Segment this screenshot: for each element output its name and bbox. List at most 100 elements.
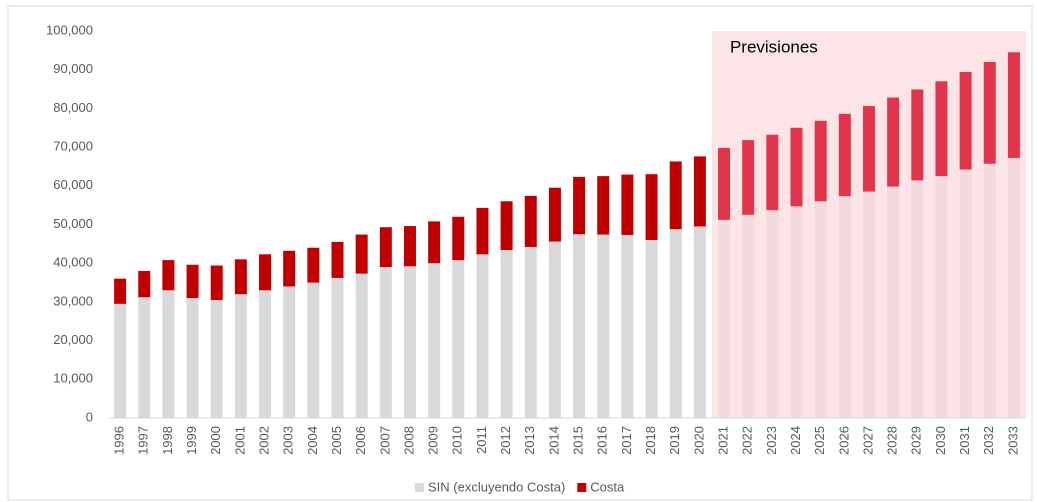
x-tick-label: 1998 — [160, 426, 175, 455]
x-tick-label: 2025 — [812, 426, 827, 455]
bar-segment — [331, 277, 344, 418]
bar-segment — [645, 174, 658, 240]
bar-segment — [379, 227, 392, 268]
y-tick-label: 60,000 — [53, 177, 93, 192]
x-tick-label: 2015 — [571, 426, 586, 455]
bar-segment — [355, 234, 368, 274]
x-tick-label: 2005 — [329, 426, 344, 455]
x-tick-label: 2028 — [885, 426, 900, 455]
bar-segment — [452, 260, 465, 418]
bar-segment — [476, 254, 489, 418]
bar-segment — [428, 263, 441, 418]
bar-segment — [597, 176, 610, 235]
x-tick-label: 2024 — [788, 426, 803, 455]
bar-segment — [331, 241, 344, 278]
bar-segment — [138, 270, 151, 298]
y-tick-label: 10,000 — [53, 371, 93, 386]
bar-segment — [162, 260, 175, 291]
y-tick-label: 70,000 — [53, 139, 93, 154]
bar-segment — [186, 298, 199, 418]
bar-segment — [935, 81, 948, 177]
y-tick-label: 40,000 — [53, 255, 93, 270]
bar-segment — [210, 265, 223, 300]
x-tick-label: 1999 — [184, 426, 199, 455]
x-tick-label: 2002 — [256, 426, 271, 455]
bar-segment — [1007, 157, 1020, 418]
bar-segment — [283, 286, 296, 418]
bar-segment — [379, 267, 392, 418]
chart-border — [7, 5, 1033, 501]
x-tick-label: 2000 — [208, 426, 223, 455]
bar-segment — [500, 201, 513, 251]
x-tick-label: 2009 — [426, 426, 441, 455]
bar-segment — [403, 266, 416, 418]
x-tick-label: 2010 — [450, 426, 465, 455]
x-tick-label: 2029 — [909, 426, 924, 455]
bar-segment — [983, 61, 996, 164]
x-tick-label: 2022 — [740, 426, 755, 455]
y-tick-label: 50,000 — [53, 216, 93, 231]
bar-segment — [476, 207, 489, 255]
legend-swatch — [577, 483, 587, 492]
bar-segment — [766, 210, 779, 418]
x-tick-label: 2016 — [595, 426, 610, 455]
bar-segment — [862, 191, 875, 418]
bar-segment — [935, 176, 948, 418]
x-tick-label: 2008 — [401, 426, 416, 455]
bar-segment — [718, 219, 731, 418]
bar-segment — [548, 241, 561, 418]
bar-segment — [573, 176, 586, 235]
bar-segment — [911, 89, 924, 181]
bar-segment — [1007, 52, 1020, 158]
bar-segment — [887, 97, 900, 187]
bar-segment — [428, 221, 441, 264]
bar-segment — [959, 169, 972, 418]
bar-segment — [621, 174, 634, 235]
x-tick-label: 2014 — [546, 426, 561, 455]
bar-segment — [259, 254, 272, 291]
bar-segment — [573, 234, 586, 418]
x-tick-label: 2030 — [933, 426, 948, 455]
x-tick-label: 2023 — [764, 426, 779, 455]
legend-label: Costa — [590, 479, 625, 494]
bar-segment — [838, 196, 851, 418]
bar-segment — [283, 250, 296, 287]
x-tick-label: 2027 — [860, 426, 875, 455]
x-tick-label: 2018 — [643, 426, 658, 455]
bar-segment — [597, 234, 610, 418]
bar-segment — [114, 278, 127, 304]
x-tick-label: 2013 — [522, 426, 537, 455]
x-tick-label: 2019 — [667, 426, 682, 455]
bar-segment — [742, 214, 755, 418]
bar-segment — [814, 201, 827, 418]
x-tick-label: 2004 — [305, 426, 320, 455]
bar-segment — [403, 226, 416, 267]
bar-segment — [693, 156, 706, 227]
bar-segment — [959, 72, 972, 170]
bar-segment — [983, 163, 996, 418]
legend-swatch — [415, 483, 424, 492]
x-tick-label: 2001 — [232, 426, 247, 455]
x-tick-label: 2012 — [498, 426, 513, 455]
bar-segment — [259, 290, 272, 418]
x-tick-label: 2020 — [691, 426, 706, 455]
x-tick-label: 1996 — [112, 426, 127, 455]
x-tick-label: 1997 — [136, 426, 151, 455]
bar-segment — [862, 106, 875, 192]
y-tick-label: 0 — [86, 409, 93, 424]
bar-segment — [307, 247, 320, 283]
bar-segment — [621, 234, 634, 418]
bar-segment — [186, 264, 199, 299]
bar-segment — [355, 273, 368, 418]
bar-segment — [766, 134, 779, 211]
bar-segment — [234, 259, 247, 295]
bar-segment — [138, 297, 151, 418]
bar-segment — [669, 161, 682, 230]
bar-segment — [162, 290, 175, 418]
x-tick-label: 2026 — [836, 426, 851, 455]
annotation: Previsiones — [730, 37, 818, 56]
bar-segment — [645, 239, 658, 418]
bar-segment — [234, 294, 247, 418]
bar-segment — [693, 226, 706, 418]
